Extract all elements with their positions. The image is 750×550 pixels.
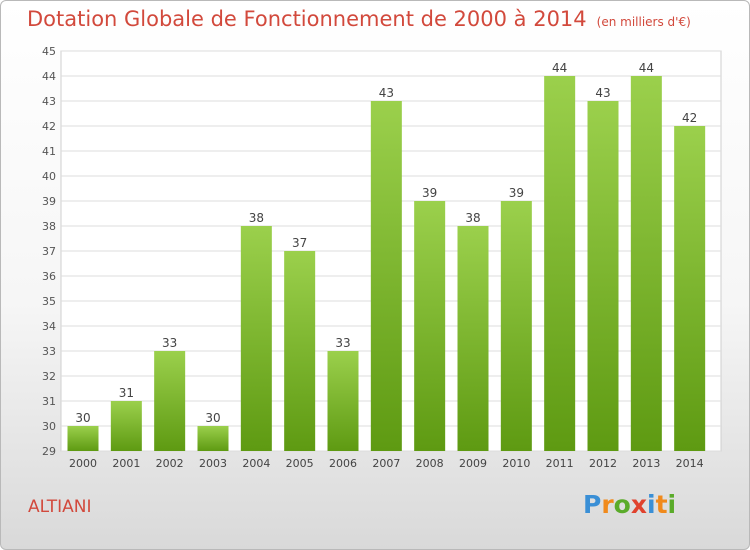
logo-letter: t	[655, 490, 668, 519]
y-tick-label: 33	[42, 345, 56, 358]
chart-subtitle: (en milliers d'€)	[596, 15, 691, 29]
x-tick-label: 2013	[632, 457, 660, 470]
bar-value-label: 38	[249, 211, 264, 225]
bar-2003	[197, 426, 229, 451]
bar-value-label: 33	[335, 336, 350, 350]
bar-2011	[544, 76, 576, 451]
bar-2010	[500, 201, 532, 451]
y-tick-label: 30	[42, 420, 56, 433]
bar-2012	[587, 101, 619, 451]
logo-letter: i	[647, 490, 656, 519]
logo-letter: r	[601, 490, 614, 519]
y-axis-labels: 29 30 31 32 33 34 35 36 37 38 39 40 41 42 43 44 45	[42, 45, 56, 458]
bar-2005	[284, 251, 316, 451]
bar-2008	[414, 201, 446, 451]
bar-2013	[630, 76, 662, 451]
x-tick-label: 2007	[372, 457, 400, 470]
y-tick-label: 32	[42, 370, 56, 383]
y-tick-label: 40	[42, 170, 56, 183]
chart-title: Dotation Globale de Fonctionnement de 20…	[27, 7, 587, 31]
y-tick-label: 36	[42, 270, 56, 283]
x-tick-label: 2000	[69, 457, 97, 470]
bar-value-label: 44	[639, 61, 654, 75]
bar-value-label: 33	[162, 336, 177, 350]
title-row: Dotation Globale de Fonctionnement de 20…	[27, 7, 691, 31]
bar-value-label: 39	[509, 186, 524, 200]
y-tick-label: 29	[42, 445, 56, 458]
logo-letter: x	[630, 490, 647, 519]
x-tick-label: 2001	[112, 457, 140, 470]
x-tick-label: 2010	[502, 457, 530, 470]
commune-name: ALTIANI	[28, 497, 92, 517]
logo-letter: i	[667, 490, 677, 519]
bar-2009	[457, 226, 489, 451]
x-tick-label: 2002	[156, 457, 184, 470]
bar-value-label: 43	[595, 86, 610, 100]
y-tick-label: 45	[42, 45, 56, 58]
y-tick-label: 38	[42, 220, 56, 233]
x-tick-label: 2009	[459, 457, 487, 470]
bar-value-label: 37	[292, 236, 307, 250]
bar-2002	[154, 351, 186, 451]
x-tick-label: 2004	[242, 457, 270, 470]
bars-group: 30 31 33 30 38 37 33 43 39 38 39 44 43 44 42	[67, 61, 706, 451]
bar-2000	[67, 426, 99, 451]
logo-letter: P	[583, 490, 602, 519]
bar-value-label: 30	[205, 411, 220, 425]
bar-value-label: 39	[422, 186, 437, 200]
y-tick-label: 42	[42, 120, 56, 133]
y-tick-label: 43	[42, 95, 56, 108]
y-tick-label: 41	[42, 145, 56, 158]
proxiti-logo: Proxiti	[583, 490, 676, 519]
x-tick-label: 2011	[546, 457, 574, 470]
bar-2014	[674, 126, 706, 451]
x-tick-label: 2003	[199, 457, 227, 470]
bar-value-label: 30	[75, 411, 90, 425]
y-tick-label: 31	[42, 395, 56, 408]
bar-value-label: 43	[379, 86, 394, 100]
y-tick-label: 35	[42, 295, 56, 308]
y-tick-label: 39	[42, 195, 56, 208]
y-tick-label: 37	[42, 245, 56, 258]
x-tick-label: 2008	[416, 457, 444, 470]
bar-value-label: 31	[119, 386, 134, 400]
bar-value-label: 44	[552, 61, 567, 75]
bar-2004	[240, 226, 272, 451]
y-tick-label: 44	[42, 70, 56, 83]
bar-2007	[370, 101, 402, 451]
y-tick-label: 34	[42, 320, 56, 333]
bar-2001	[110, 401, 142, 451]
x-tick-label: 2005	[286, 457, 314, 470]
x-axis-labels: 2000 2001 2002 2003 2004 2005 2006 2007 2008 2009…	[69, 457, 704, 470]
bar-2006	[327, 351, 359, 451]
bar-value-label: 42	[682, 111, 697, 125]
bar-value-label: 38	[465, 211, 480, 225]
x-tick-label: 2014	[676, 457, 704, 470]
x-tick-label: 2006	[329, 457, 357, 470]
x-tick-label: 2012	[589, 457, 617, 470]
logo-letter: o	[613, 490, 631, 519]
